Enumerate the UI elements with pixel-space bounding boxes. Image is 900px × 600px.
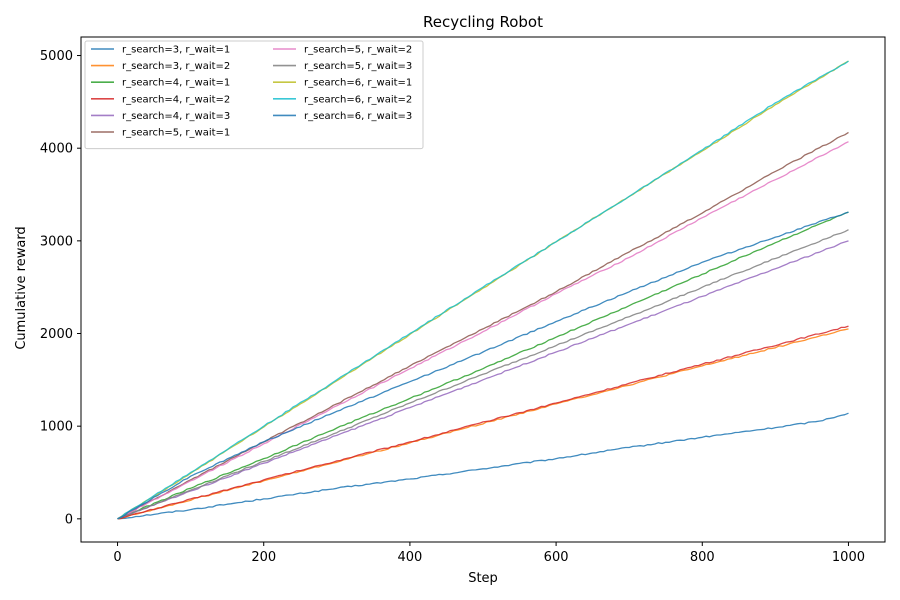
x-tick-label: 1000 [832, 550, 865, 565]
series-line [117, 328, 849, 520]
x-tick-label: 800 [690, 550, 715, 565]
series-line [117, 131, 849, 520]
y-axis-title: Cumulative reward [14, 226, 29, 349]
legend: r_search=3, r_wait=1 r_search=3, r_wait=2… [84, 40, 424, 150]
legend-label: r_search=5, r_wait=3 [304, 61, 412, 72]
legend-label: r_search=6, r_wait=1 [304, 78, 412, 89]
x-tick-label: 400 [397, 550, 422, 565]
x-axis-title: Step [468, 571, 498, 586]
y-tick-label: 1000 [40, 420, 73, 435]
series-line [117, 60, 849, 520]
series-line [117, 141, 849, 520]
legend-label: r_search=4, r_wait=1 [122, 78, 230, 89]
series-line [117, 412, 849, 520]
y-tick-label: 2000 [40, 327, 73, 342]
legend-box [84, 40, 424, 150]
legend-label: r_search=3, r_wait=1 [122, 45, 230, 56]
y-tick-label: 4000 [40, 142, 73, 157]
axes: 0 200 400 600 800 1000 0 1000 2000 3000 4000 5000 [40, 36, 886, 565]
legend-label: r_search=4, r_wait=2 [122, 94, 230, 105]
legend-label: r_search=4, r_wait=3 [122, 111, 230, 122]
series-line [117, 229, 849, 520]
axes-frame [80, 36, 886, 543]
chart-title: Recycling Robot [423, 13, 543, 31]
legend-label: r_search=6, r_wait=3 [304, 111, 412, 122]
legend-label: r_search=5, r_wait=1 [122, 128, 230, 139]
x-tick-label: 0 [113, 550, 121, 565]
legend-label: r_search=5, r_wait=2 [304, 45, 412, 56]
y-tick-label: 0 [65, 512, 73, 527]
x-tick-label: 200 [251, 550, 276, 565]
y-tick-label: 3000 [40, 234, 73, 249]
series-line [117, 240, 849, 520]
plot-area [117, 60, 849, 520]
series-line [117, 325, 849, 520]
series-line [117, 211, 849, 520]
y-tick-label: 5000 [40, 49, 73, 64]
x-tick-label: 600 [544, 550, 569, 565]
series-line [117, 211, 849, 520]
legend-label: r_search=3, r_wait=2 [122, 61, 230, 72]
legend-label: r_search=6, r_wait=2 [304, 94, 412, 105]
series-line [117, 60, 849, 520]
